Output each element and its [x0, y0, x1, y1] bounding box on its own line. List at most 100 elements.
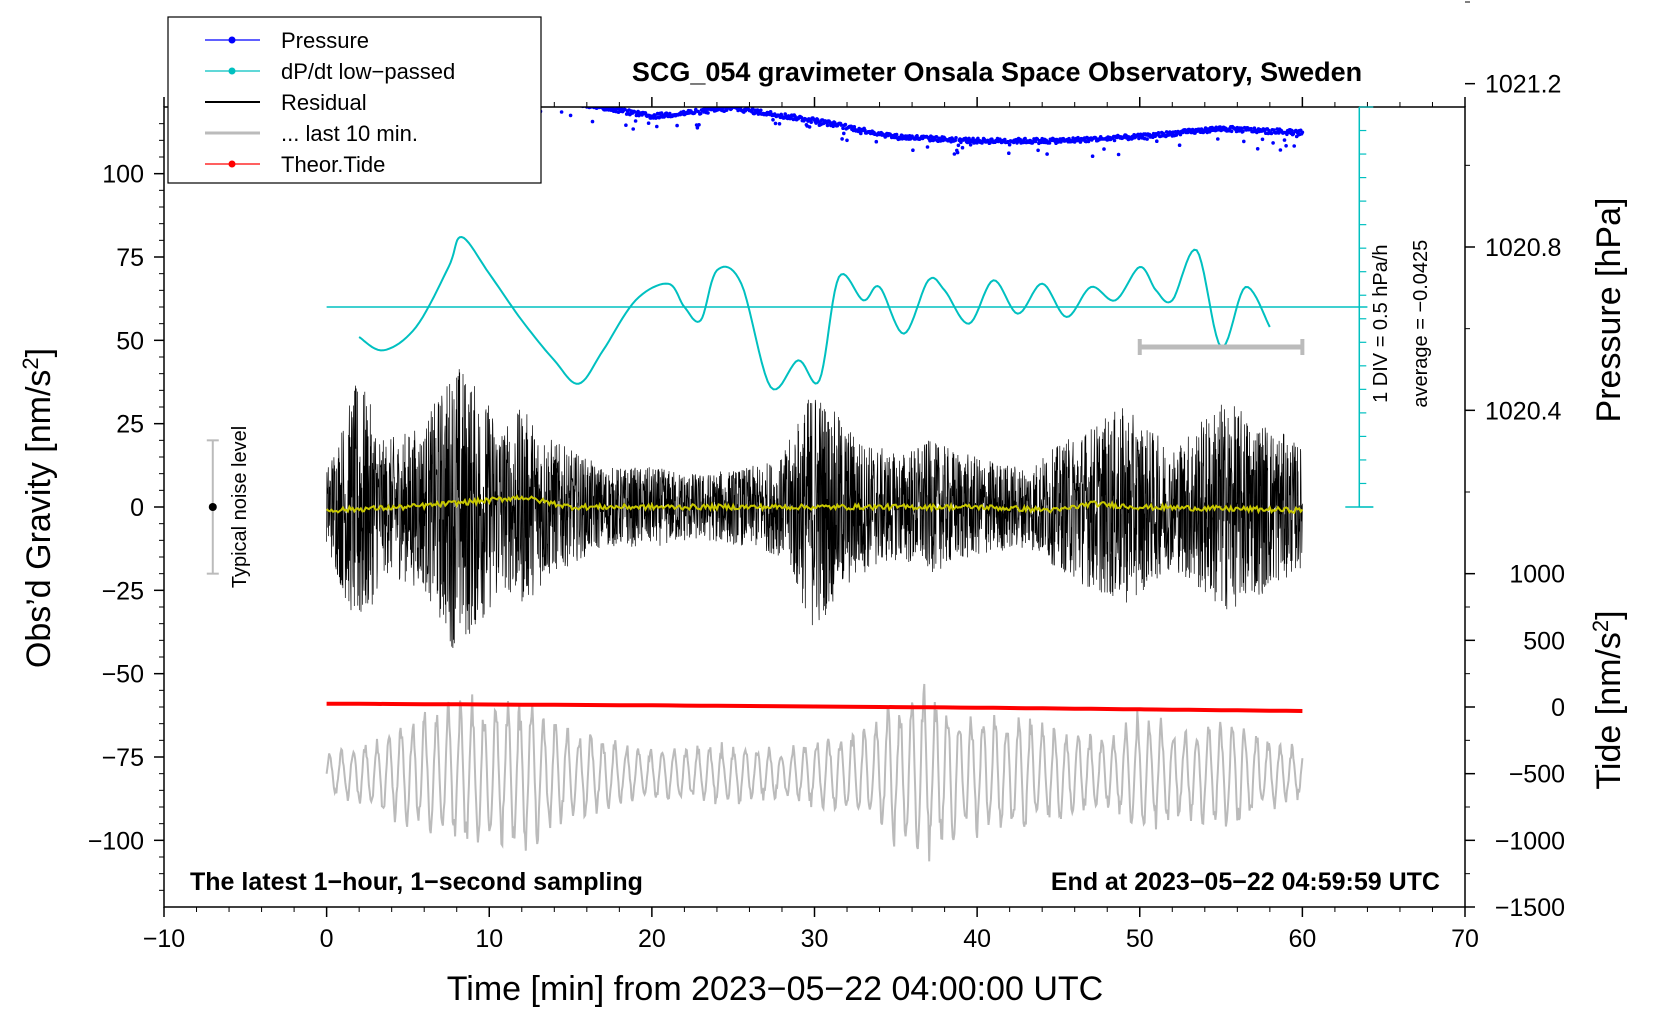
pressure-point	[1112, 138, 1117, 143]
pressure-point	[695, 126, 700, 130]
pressure-point	[1278, 148, 1283, 152]
noise-level-center-dot	[208, 503, 217, 511]
pressure-point	[1277, 131, 1281, 135]
pressure-point	[809, 120, 813, 124]
y-left-tick-label: −100	[88, 827, 144, 855]
pressure-point	[1155, 139, 1159, 143]
pressure-point	[968, 143, 973, 147]
pressure-point	[1007, 151, 1011, 155]
pressure-point	[1177, 143, 1182, 147]
y-left-tick-label: 0	[130, 494, 144, 522]
pressure-point	[852, 125, 857, 129]
pressure-point	[624, 123, 628, 127]
y-tide-tick-label: 0	[1551, 694, 1565, 722]
legend-label: Residual	[281, 90, 367, 115]
y-axis-tide-title-text: Tide [nm/s	[1590, 632, 1628, 789]
pressure-point	[568, 113, 573, 118]
pressure-point	[646, 121, 651, 125]
y-left-tick-label: −75	[102, 744, 144, 772]
y-pressure-tick-label: 1020.4	[1485, 397, 1562, 425]
pressure-point	[1036, 148, 1040, 153]
pressure-point	[1145, 137, 1149, 141]
pressure-point	[960, 145, 965, 150]
pressure-point	[952, 152, 957, 156]
pressure-point	[925, 145, 930, 149]
x-tick-label: 50	[1126, 925, 1154, 953]
pressure-point	[1007, 142, 1012, 147]
pressure-point	[1078, 140, 1083, 144]
x-tick-label: 70	[1451, 925, 1479, 953]
pressure-point	[842, 131, 846, 136]
pressure-point	[697, 123, 701, 127]
x-tick-label: 20	[638, 925, 666, 953]
pressure-point	[807, 125, 812, 129]
pressure-point	[1292, 144, 1296, 148]
y-axis-left-title-close: ]	[20, 348, 58, 357]
pressure-point	[1090, 154, 1095, 158]
pressure-point	[955, 150, 960, 155]
pressure-point	[967, 136, 971, 141]
pressure-point	[1242, 139, 1246, 144]
legend-label: Theor.Tide	[281, 152, 385, 177]
dpdt-average-text: average = −0.0425	[1410, 240, 1432, 408]
pressure-point	[1271, 141, 1275, 145]
pressure-point	[803, 117, 808, 121]
pressure-point	[1255, 147, 1260, 151]
pressure-point	[1239, 126, 1244, 130]
chart-title: SCG_054 gravimeter Onsala Space Observat…	[632, 57, 1362, 87]
y-tide-tick-label: −500	[1509, 761, 1565, 789]
pressure-point	[631, 127, 635, 131]
pressure-point	[874, 139, 879, 144]
pressure-point	[698, 111, 703, 116]
pressure-point	[841, 126, 845, 130]
footer-left-note: The latest 1−hour, 1−second sampling	[190, 868, 643, 896]
pressure-point	[590, 119, 595, 124]
y-axis-left-title-text: Obs’d Gravity [nm/s	[20, 370, 58, 669]
noise-level-label: Typical noise level	[229, 426, 251, 588]
pressure-point	[1260, 137, 1265, 142]
dpdt-scale-text: 1 DIV = 0.5 hPa/h	[1370, 244, 1392, 402]
pressure-point	[655, 124, 659, 129]
pressure-point	[956, 143, 961, 148]
pressure-point	[771, 118, 775, 122]
pressure-point	[1199, 127, 1204, 131]
x-axis-title: Time [min] from 2023−05−22 04:00:00 UTC	[447, 970, 1103, 1008]
x-tick-label: 40	[963, 925, 991, 953]
pressure-point	[559, 110, 564, 114]
x-tick-label: 10	[475, 925, 503, 953]
pressure-point	[840, 137, 844, 141]
pressure-point	[1156, 131, 1161, 135]
pressure-point	[954, 136, 958, 140]
pressure-point	[759, 108, 763, 113]
legend-box	[167, 16, 542, 184]
pressure-point	[1137, 136, 1141, 141]
annotation-layer: 1 DIV = 0.5 hPa/h average = −0.0425 Typica…	[206, 106, 1432, 588]
pressure-point	[1241, 129, 1245, 133]
pressure-point	[1003, 137, 1007, 142]
y-tide-tick-label: −1500	[1495, 894, 1565, 922]
pressure-point	[911, 148, 915, 152]
y-tide-tick-label: 500	[1523, 627, 1565, 655]
pressure-point	[1300, 130, 1305, 135]
legend: Pressure dP/dt low−passed Residual ... last…	[167, 16, 542, 184]
y-axis-tide-title-sup: 2	[1588, 620, 1613, 632]
x-tick-label: 0	[320, 925, 334, 953]
dpdt-trace	[358, 235, 1271, 391]
legend-label: Pressure	[281, 28, 369, 53]
x-tick-label: 60	[1288, 925, 1316, 953]
pressure-point	[863, 128, 867, 132]
y-left-tick-label: −25	[102, 577, 144, 605]
pressure-point	[839, 123, 844, 127]
pressure-point	[633, 119, 638, 123]
legend-swatch-dot	[228, 67, 236, 75]
pressure-point	[1023, 136, 1027, 141]
y-pressure-tick-label: 1021.2	[1485, 71, 1561, 99]
y-axis-tide-title: Tide [nm/s2]	[1588, 610, 1628, 789]
y-axis-tide-title-close: ]	[1590, 610, 1628, 619]
pressure-point	[773, 121, 778, 126]
pressure-point	[1216, 137, 1220, 141]
y-axis-pressure-title: Pressure [hPa]	[1590, 198, 1628, 423]
pressure-point	[963, 136, 968, 141]
pressure-point	[1269, 131, 1274, 136]
pressure-point	[1249, 126, 1253, 131]
